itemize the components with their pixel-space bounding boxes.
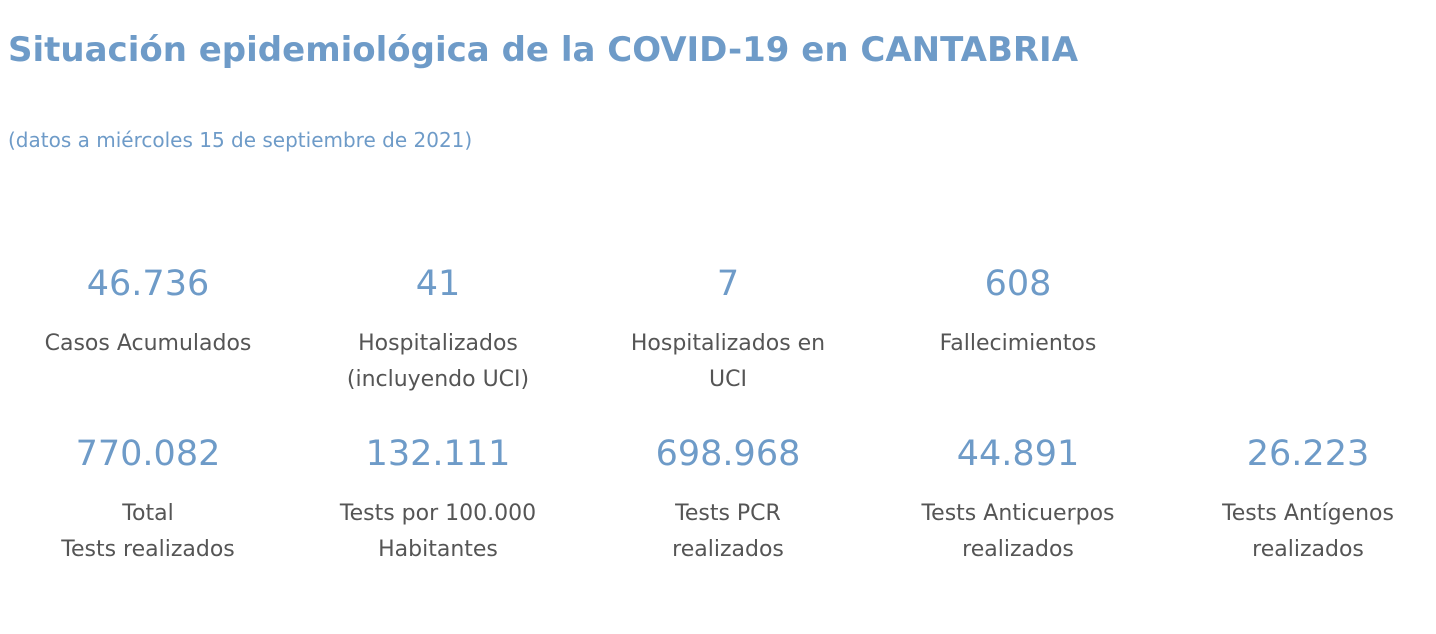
stat-value: 770.082 — [75, 434, 221, 474]
stat-total-tests: 770.082 Total Tests realizados — [8, 432, 288, 568]
stat-label-line: Tests Anticuerpos — [921, 501, 1115, 526]
stat-label-line: Tests realizados — [61, 537, 235, 562]
page-title: Situación epidemiológica de la COVID-19 … — [8, 30, 1079, 70]
stat-label-line: Habitantes — [378, 537, 498, 562]
stat-label-line: UCI — [709, 367, 747, 392]
stat-label: Fallecimientos — [878, 326, 1158, 362]
stats-row-tests: 770.082 Total Tests realizados 132.111 T… — [0, 432, 1436, 582]
stat-label-line: realizados — [1252, 537, 1364, 562]
stat-value: 608 — [984, 264, 1052, 304]
stat-label: Tests Anticuerpos realizados — [878, 496, 1158, 568]
stat-value: 41 — [415, 264, 461, 304]
stat-label: Tests por 100.000 Habitantes — [298, 496, 578, 568]
stat-label-line: Hospitalizados en — [630, 331, 826, 356]
stat-tests-anticuerpos: 44.891 Tests Anticuerpos realizados — [878, 432, 1158, 568]
stat-label-line: Tests por 100.000 — [339, 501, 537, 526]
stat-label-line: realizados — [672, 537, 784, 562]
stats-row-cases: 46.736 Casos Acumulados 41 Hospitalizado… — [0, 262, 1436, 412]
stat-label: Total Tests realizados — [8, 496, 288, 568]
stat-label-line: Casos Acumulados — [44, 331, 252, 356]
stat-hospitalizados-uci: 7 Hospitalizados en UCI — [588, 262, 868, 398]
stat-label: Casos Acumulados — [8, 326, 288, 362]
stat-tests-antigenos: 26.223 Tests Antígenos realizados — [1168, 432, 1436, 568]
stat-label: Hospitalizados (incluyendo UCI) — [298, 326, 578, 398]
stat-hospitalizados: 41 Hospitalizados (incluyendo UCI) — [298, 262, 578, 398]
stat-casos-acumulados: 46.736 Casos Acumulados — [8, 262, 288, 362]
stat-value: 26.223 — [1246, 434, 1370, 474]
stat-fallecimientos: 608 Fallecimientos — [878, 262, 1158, 362]
stat-value: 698.968 — [655, 434, 801, 474]
data-date-subtitle: (datos a miércoles 15 de septiembre de 2… — [8, 128, 473, 152]
stat-label: Tests PCR realizados — [588, 496, 868, 568]
stat-label: Hospitalizados en UCI — [588, 326, 868, 398]
stat-tests-pcr: 698.968 Tests PCR realizados — [588, 432, 868, 568]
stat-label-line: Tests Antígenos — [1222, 501, 1394, 526]
stat-value: 46.736 — [86, 264, 210, 304]
stat-tests-per-100k: 132.111 Tests por 100.000 Habitantes — [298, 432, 578, 568]
stat-label-line: realizados — [962, 537, 1074, 562]
stat-label-line: Hospitalizados — [358, 331, 518, 356]
stat-label-line: Fallecimientos — [939, 331, 1097, 356]
stat-label-line: Tests PCR — [675, 501, 781, 526]
stat-value: 7 — [716, 264, 740, 304]
stat-value: 132.111 — [365, 434, 511, 474]
stat-label: Tests Antígenos realizados — [1168, 496, 1436, 568]
stat-label-line: (incluyendo UCI) — [346, 367, 530, 392]
stat-value: 44.891 — [956, 434, 1080, 474]
stat-label-line: Total — [122, 501, 174, 526]
